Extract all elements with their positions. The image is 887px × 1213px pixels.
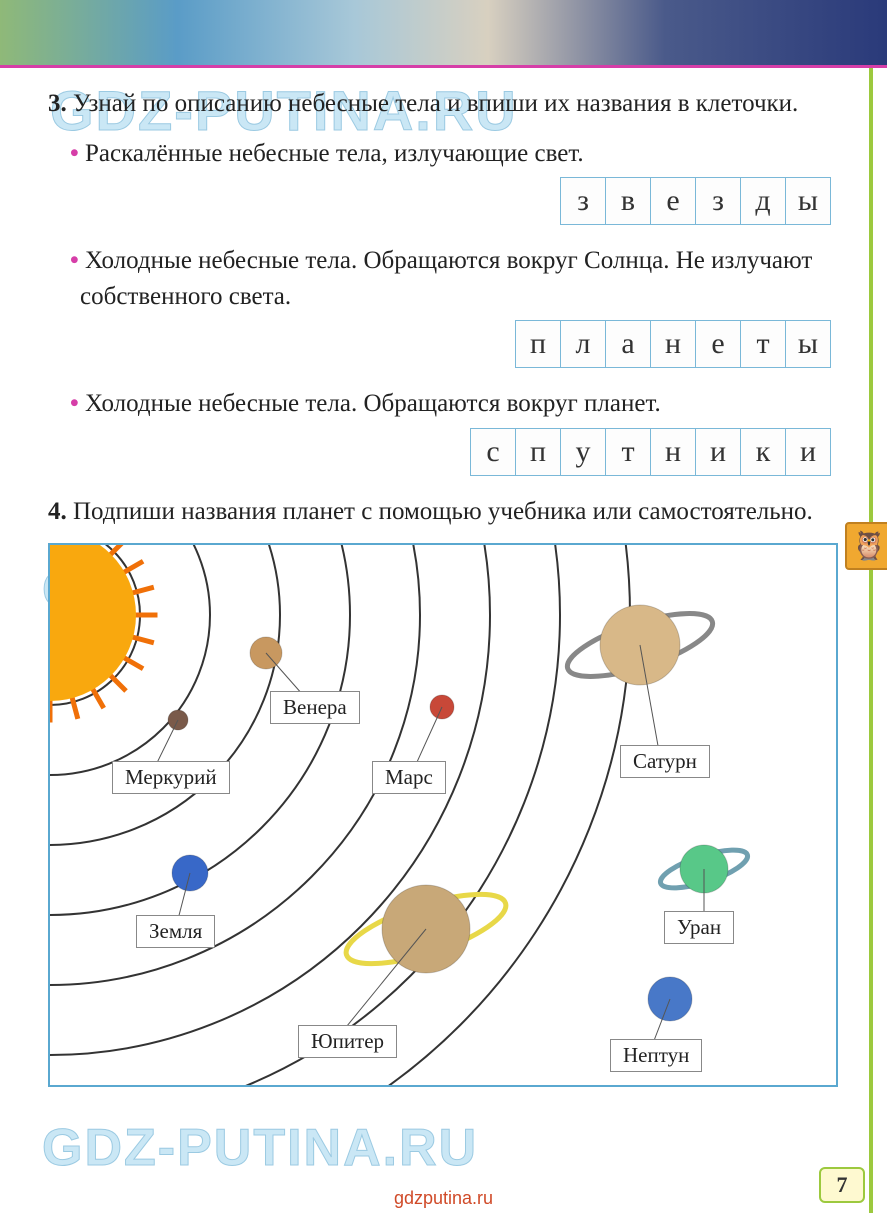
task3-item-0: • Раскалённые небесные тела, излучающие … <box>48 136 839 226</box>
task3-item-1: • Холодные небесные тела. Обращаются вок… <box>48 243 839 368</box>
letter-box[interactable]: к <box>740 428 786 476</box>
letter-box[interactable]: п <box>515 320 561 368</box>
letter-box[interactable]: ы <box>785 177 831 225</box>
letter-box[interactable]: с <box>470 428 516 476</box>
header-decorative-strip <box>0 0 887 68</box>
task3-item-desc: • Холодные небесные тела. Обращаются вок… <box>80 243 839 314</box>
planet-label[interactable]: Уран <box>664 911 734 944</box>
task3-item-desc: • Раскалённые небесные тела, излучающие … <box>80 136 839 172</box>
letter-box[interactable]: л <box>560 320 606 368</box>
watermark: GDZ-PUTINA.RU <box>42 1118 478 1178</box>
planet-label[interactable]: Меркурий <box>112 761 230 794</box>
task4-number: 4. <box>48 498 67 525</box>
bullet-icon: • <box>70 390 79 417</box>
letter-box[interactable]: ы <box>785 320 831 368</box>
letter-box[interactable]: н <box>650 428 696 476</box>
answer-boxes-2: спутники <box>48 428 831 476</box>
task3-item-text: Холодные небесные тела. Обращаются вокру… <box>80 247 812 310</box>
bullet-icon: • <box>70 247 79 274</box>
page-content: 3. Узнай по описанию небесные тела и впи… <box>0 68 887 1087</box>
footer-url: gdzputina.ru <box>394 1188 493 1209</box>
letter-box[interactable]: т <box>740 320 786 368</box>
answer-boxes-1: планеты <box>48 320 831 368</box>
bullet-icon: • <box>70 140 79 167</box>
letter-box[interactable]: е <box>650 177 696 225</box>
letter-box[interactable]: т <box>605 428 651 476</box>
task3-item-text: Раскалённые небесные тела, излучающие св… <box>85 140 584 167</box>
task3-item-desc: • Холодные небесные тела. Обращаются вок… <box>80 386 839 422</box>
task4-prompt: 4. Подпиши названия планет с помощью уче… <box>48 494 839 530</box>
planet-label[interactable]: Земля <box>136 915 215 948</box>
letter-box[interactable]: з <box>695 177 741 225</box>
task3-prompt-text: Узнай по описанию небесные тела и впиши … <box>73 90 798 117</box>
planet-label[interactable]: Венера <box>270 691 360 724</box>
task3-number: 3. <box>48 90 67 117</box>
planet-label[interactable]: Сатурн <box>620 745 710 778</box>
answer-boxes-0: звезды <box>48 177 831 225</box>
planet-label[interactable]: Нептун <box>610 1039 702 1072</box>
letter-box[interactable]: п <box>515 428 561 476</box>
task3-item-text: Холодные небесные тела. Обращаются вокру… <box>85 390 661 417</box>
letter-box[interactable]: з <box>560 177 606 225</box>
page-number: 7 <box>819 1167 865 1203</box>
task3-item-2: • Холодные небесные тела. Обращаются вок… <box>48 386 839 476</box>
letter-box[interactable]: в <box>605 177 651 225</box>
letter-box[interactable]: у <box>560 428 606 476</box>
task4-prompt-text: Подпиши названия планет с помощью учебни… <box>73 498 813 525</box>
letter-box[interactable]: и <box>695 428 741 476</box>
letter-box[interactable]: а <box>605 320 651 368</box>
solar-system-svg <box>50 545 838 1087</box>
planet-label[interactable]: Марс <box>372 761 446 794</box>
letter-box[interactable]: е <box>695 320 741 368</box>
planet-label[interactable]: Юпитер <box>298 1025 397 1058</box>
letter-box[interactable]: н <box>650 320 696 368</box>
task3-prompt: 3. Узнай по описанию небесные тела и впи… <box>48 86 839 122</box>
owl-badge-icon: 🦉 <box>845 522 887 570</box>
solar-system-diagram: Меркурий Венера Земля Марс Юпитер Сатурн Уран Н… <box>48 543 838 1087</box>
letter-box[interactable]: и <box>785 428 831 476</box>
letter-box[interactable]: д <box>740 177 786 225</box>
